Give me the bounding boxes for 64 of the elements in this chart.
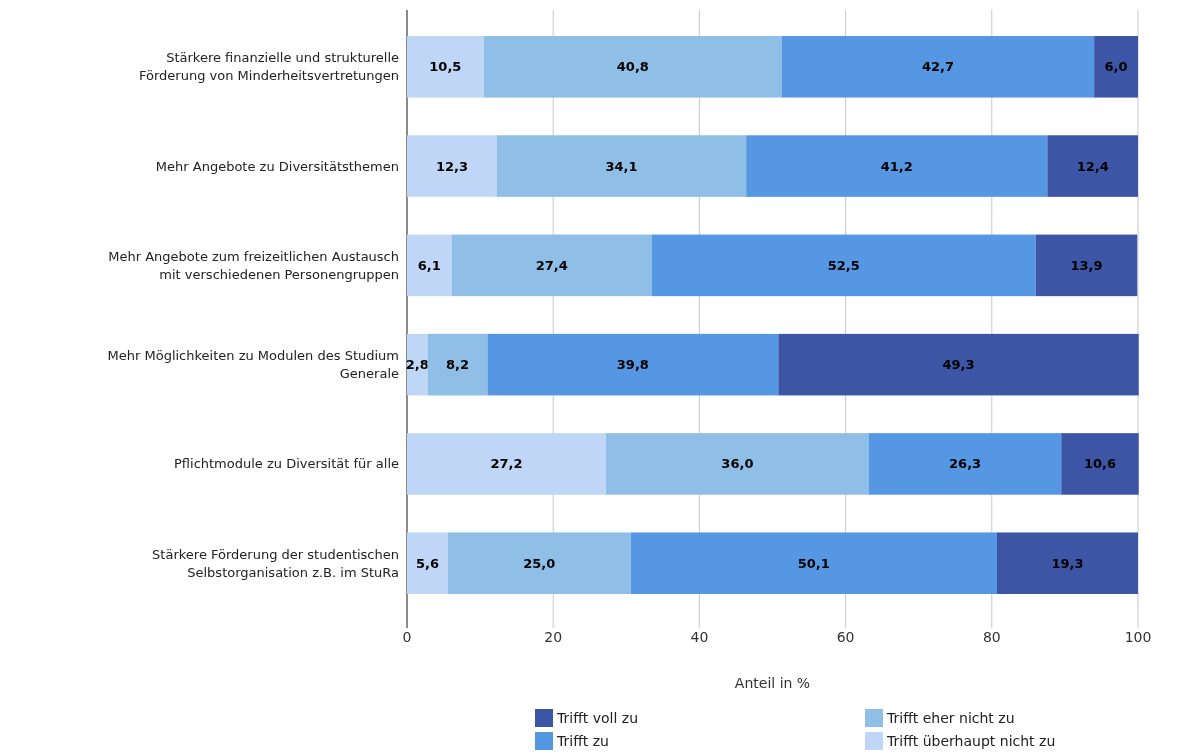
data-label: 39,8 [616,357,649,373]
data-label: 19,3 [1051,555,1084,571]
data-label: 25,0 [523,555,556,571]
data-label: 36,0 [721,456,754,472]
bar [451,234,652,297]
bar [996,532,1138,594]
bar [1047,135,1138,197]
data-label: 6,1 [417,257,441,273]
bar [407,234,452,297]
bar [1035,234,1138,297]
data-label: 40,8 [616,59,649,75]
data-label: 42,7 [922,59,955,75]
bar [483,36,782,98]
data-label: 34,1 [605,158,638,174]
data-label: 10,6 [1083,456,1117,472]
data-label: 13,9 [1070,257,1103,273]
bar [407,433,606,495]
y-tick-label: Mehr Angebote zu Diversitätsthemen [155,158,399,174]
bar [868,433,1062,495]
legend-label: Trifft zu [556,732,609,749]
bar [1094,36,1138,98]
data-label: 6,0 [1104,59,1128,75]
data-label: 50,1 [797,555,830,571]
data-label: 12,3 [435,158,468,174]
data-label: 12,4 [1076,158,1109,174]
bar [605,433,869,495]
x-tick-label: 60 [836,629,855,645]
data-label: 26,3 [949,456,982,472]
x-tick-label: 0 [402,629,412,645]
data-label: 52,5 [827,257,860,273]
data-label: 27,2 [490,456,523,472]
x-tick-label: 80 [982,629,1001,645]
x-tick-label: 20 [544,629,563,645]
y-tick-label: Stärkere finanzielle und strukturelle Förderung von Minderheitsvertretungen [139,50,399,84]
data-label: 49,3 [942,357,975,373]
data-label: 5,6 [415,555,439,571]
y-tick-label: Pflichtmodule zu Diversität für alle [174,456,399,472]
data-label: 8,2 [445,357,469,373]
bar [427,333,488,396]
bar [782,36,1095,98]
x-tick-label: 100 [1124,629,1152,645]
x-axis-title: Anteil in % [734,675,811,691]
bar [778,333,1139,396]
bar [447,532,631,594]
data-label: 41,2 [880,158,913,174]
y-tick-label: Stärkere Förderung der studentischen Selbstorganisation z.B. im StuRa [152,546,399,580]
bar [630,532,997,594]
legend-label: Trifft eher nicht zu [886,709,1015,726]
y-tick-label: Mehr Möglichkeiten zu Modulen des Studium Generale [107,348,399,382]
bar [487,333,779,396]
data-label: 10,5 [429,59,462,75]
bar [496,135,747,197]
data-label: 2,8 [405,357,429,373]
legend-label: Trifft überhaupt nicht zu [886,732,1056,749]
bar [1061,433,1139,495]
bar [407,532,448,594]
bar [407,135,497,197]
bar [746,135,1048,197]
y-tick-label: Mehr Angebote zum freizeitlichen Austausch mit verschiedenen Personengruppen [108,248,399,282]
bar [651,234,1036,297]
data-label: 27,4 [535,257,568,273]
x-tick-label: 40 [690,629,709,645]
bar [407,36,484,98]
legend-label: Trifft voll zu [556,709,639,726]
